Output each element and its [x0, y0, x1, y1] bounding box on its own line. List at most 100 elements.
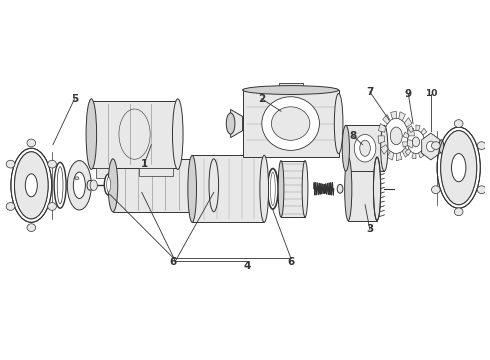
Ellipse shape — [27, 139, 36, 147]
Ellipse shape — [432, 142, 440, 149]
Ellipse shape — [441, 131, 477, 205]
Ellipse shape — [243, 86, 339, 94]
Polygon shape — [408, 128, 415, 136]
Ellipse shape — [477, 142, 486, 149]
Polygon shape — [407, 140, 414, 148]
Polygon shape — [346, 125, 384, 171]
Ellipse shape — [15, 152, 48, 219]
Ellipse shape — [407, 130, 425, 154]
Ellipse shape — [384, 118, 408, 153]
Ellipse shape — [278, 161, 284, 217]
Polygon shape — [422, 133, 440, 160]
Ellipse shape — [268, 168, 278, 209]
Polygon shape — [96, 168, 113, 178]
Polygon shape — [412, 153, 416, 159]
Ellipse shape — [413, 137, 419, 147]
Ellipse shape — [344, 157, 352, 221]
Polygon shape — [387, 151, 394, 160]
Ellipse shape — [75, 177, 79, 180]
Ellipse shape — [337, 184, 343, 193]
Polygon shape — [231, 109, 243, 138]
Ellipse shape — [48, 160, 56, 168]
Ellipse shape — [86, 99, 97, 170]
Polygon shape — [408, 126, 413, 132]
Ellipse shape — [439, 140, 444, 153]
Text: 8: 8 — [349, 131, 357, 141]
Ellipse shape — [270, 172, 275, 206]
Polygon shape — [348, 157, 377, 221]
Polygon shape — [279, 83, 303, 90]
Text: 1: 1 — [141, 159, 148, 169]
Ellipse shape — [454, 120, 463, 127]
Ellipse shape — [451, 153, 466, 182]
Ellipse shape — [342, 125, 349, 171]
Ellipse shape — [209, 159, 219, 212]
Text: 6: 6 — [170, 257, 176, 267]
Ellipse shape — [107, 177, 111, 192]
Ellipse shape — [390, 127, 402, 145]
Text: 6: 6 — [287, 257, 294, 267]
Ellipse shape — [360, 140, 370, 156]
Polygon shape — [402, 148, 410, 157]
Polygon shape — [405, 149, 411, 156]
Polygon shape — [402, 142, 408, 147]
Ellipse shape — [354, 135, 376, 162]
Ellipse shape — [477, 186, 486, 194]
Ellipse shape — [188, 155, 196, 222]
Text: 3: 3 — [366, 224, 373, 234]
Text: 7: 7 — [366, 87, 373, 97]
Ellipse shape — [426, 141, 435, 152]
Ellipse shape — [11, 148, 52, 222]
Ellipse shape — [74, 172, 85, 198]
Polygon shape — [281, 161, 305, 217]
Polygon shape — [404, 118, 412, 127]
Text: 2: 2 — [258, 94, 266, 104]
Ellipse shape — [373, 157, 381, 221]
Polygon shape — [418, 151, 424, 158]
Ellipse shape — [437, 127, 480, 208]
Polygon shape — [378, 136, 385, 144]
Text: 9: 9 — [405, 89, 412, 99]
Ellipse shape — [104, 174, 113, 195]
Polygon shape — [139, 168, 173, 176]
Ellipse shape — [6, 203, 15, 210]
Ellipse shape — [454, 208, 463, 216]
Ellipse shape — [108, 159, 118, 212]
Polygon shape — [192, 155, 264, 222]
Ellipse shape — [271, 107, 310, 140]
Polygon shape — [378, 123, 386, 132]
Ellipse shape — [67, 161, 91, 210]
Polygon shape — [391, 111, 396, 119]
Polygon shape — [396, 153, 402, 161]
Polygon shape — [403, 132, 409, 138]
Polygon shape — [380, 145, 388, 154]
Ellipse shape — [334, 93, 343, 154]
Polygon shape — [416, 125, 420, 131]
Ellipse shape — [172, 99, 183, 170]
Text: 4: 4 — [244, 261, 251, 271]
Text: 10: 10 — [425, 89, 437, 98]
Ellipse shape — [54, 162, 66, 208]
Ellipse shape — [381, 125, 388, 171]
Polygon shape — [421, 128, 427, 135]
Ellipse shape — [441, 131, 477, 205]
Ellipse shape — [87, 180, 93, 190]
Polygon shape — [91, 100, 178, 168]
Ellipse shape — [57, 167, 63, 204]
Polygon shape — [243, 90, 339, 157]
Polygon shape — [423, 145, 429, 152]
Ellipse shape — [260, 155, 269, 222]
Ellipse shape — [27, 224, 36, 231]
Ellipse shape — [302, 161, 308, 217]
Polygon shape — [424, 137, 429, 142]
Ellipse shape — [25, 174, 37, 197]
Ellipse shape — [15, 152, 48, 219]
Ellipse shape — [432, 186, 440, 194]
Text: 5: 5 — [71, 94, 78, 104]
Polygon shape — [399, 112, 405, 121]
Polygon shape — [113, 159, 214, 212]
Ellipse shape — [262, 97, 319, 150]
Ellipse shape — [226, 113, 235, 134]
Ellipse shape — [90, 180, 98, 190]
Ellipse shape — [48, 203, 56, 210]
